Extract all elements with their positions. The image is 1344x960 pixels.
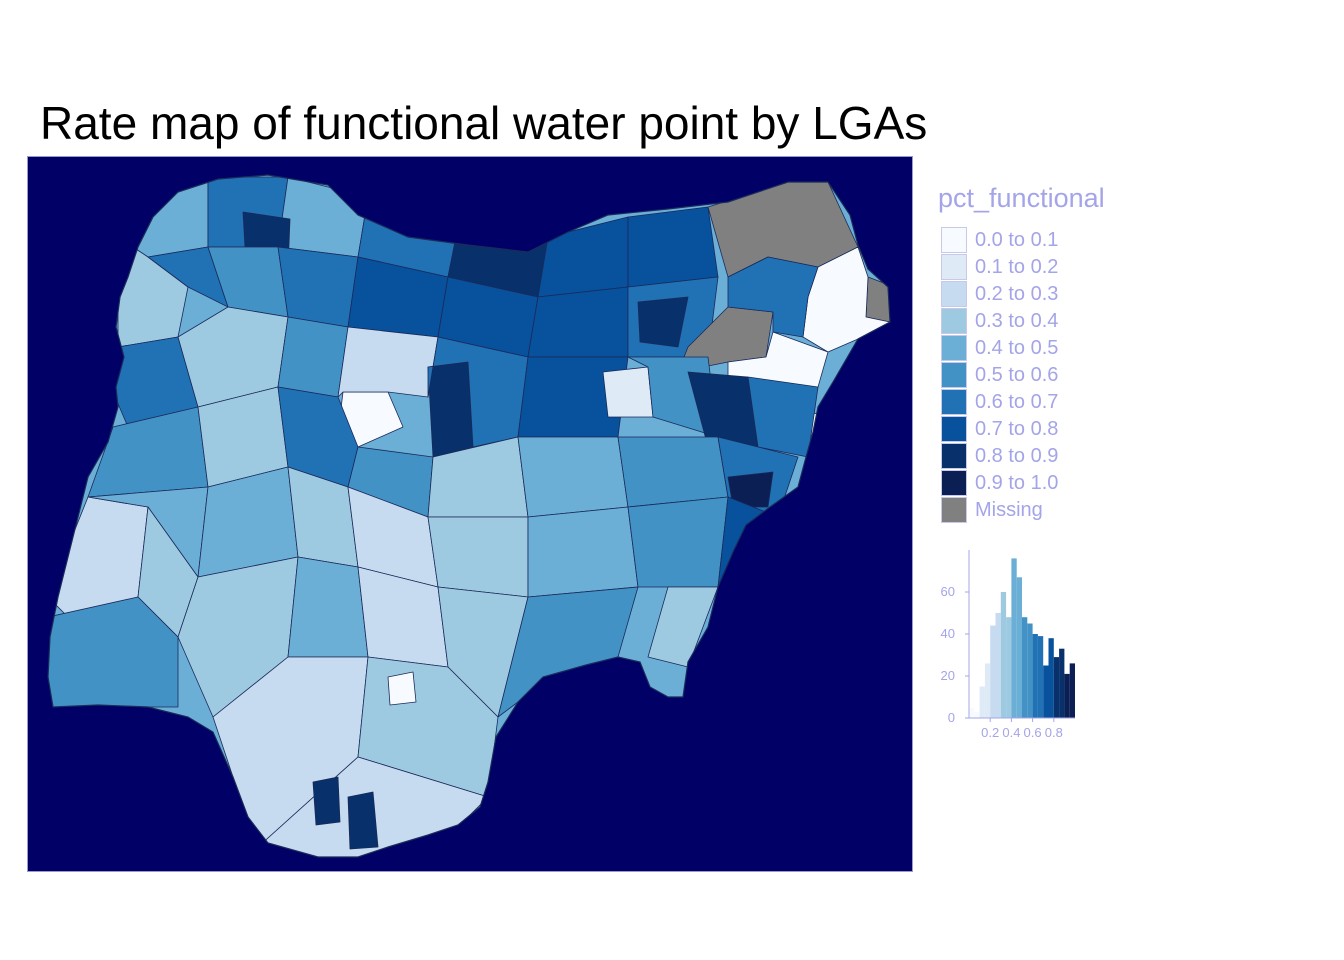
nigeria-map — [47, 174, 891, 858]
lga-region — [537, 216, 629, 298]
map-panel — [27, 156, 913, 872]
histogram-bar — [1059, 648, 1065, 718]
lga-region — [427, 516, 529, 598]
lga-region — [527, 506, 639, 598]
lga-region — [287, 556, 369, 658]
lga-region — [637, 296, 689, 348]
histogram-bar — [995, 613, 1001, 718]
lga-region — [337, 326, 439, 398]
legend-swatch — [941, 308, 967, 334]
lga-region — [312, 776, 341, 826]
legend-item: 0.0 to 0.1 — [941, 227, 1141, 254]
legend-swatch — [941, 443, 967, 469]
legend-swatch — [941, 281, 967, 307]
histogram-bar — [990, 625, 996, 718]
lga-region — [48, 596, 179, 708]
legend-title: pct_functional — [938, 183, 1105, 213]
legend-swatch — [941, 497, 967, 523]
lga-region — [117, 236, 189, 348]
histogram-bar — [1022, 617, 1028, 718]
histogram-x-tick-label: 0.4 — [1002, 725, 1020, 740]
legend-label: 0.7 to 0.8 — [975, 418, 1059, 440]
histogram-x-tick-label: 0.2 — [981, 725, 999, 740]
lga-region — [117, 176, 209, 258]
map-title: Rate map of functional water point by LG… — [40, 97, 928, 149]
histogram-bar — [1000, 592, 1007, 718]
legend-swatch — [941, 227, 967, 253]
lga-region — [527, 286, 629, 358]
lga-region — [627, 496, 729, 588]
legend-label: Missing — [975, 499, 1043, 521]
legend-label: 0.5 to 0.6 — [975, 364, 1059, 386]
histogram-bar — [984, 663, 991, 718]
lga-region — [617, 436, 729, 508]
legend-label: 0.8 to 0.9 — [975, 445, 1059, 467]
histogram-bar — [1016, 577, 1022, 718]
lga-region — [277, 176, 369, 258]
legend-swatch — [941, 416, 967, 442]
histogram-bar — [969, 707, 975, 718]
legend-label: 0.3 to 0.4 — [975, 310, 1059, 332]
histogram-bar — [1053, 657, 1060, 718]
lga-region — [87, 406, 209, 498]
histogram-bar — [1006, 617, 1012, 718]
legend-label: 0.4 to 0.5 — [975, 337, 1059, 359]
lga-region — [427, 361, 474, 458]
lga-region — [602, 366, 654, 418]
legend-item: 0.1 to 0.2 — [941, 254, 1141, 281]
legend-swatch — [941, 389, 967, 415]
histogram-bar — [1048, 638, 1054, 718]
legend-item: 0.3 to 0.4 — [941, 308, 1141, 335]
lga-region — [347, 791, 379, 850]
histogram-bar — [979, 686, 985, 718]
legend-item: 0.2 to 0.3 — [941, 281, 1141, 308]
histogram-x-tick-label: 0.8 — [1045, 725, 1063, 740]
legend-item: Missing — [941, 497, 1141, 524]
histogram-y-tick-label: 20 — [941, 668, 955, 683]
lga-region — [717, 496, 779, 588]
lga-region — [387, 671, 417, 706]
histogram-bar — [974, 711, 980, 718]
histogram-bar — [1032, 634, 1038, 718]
legend-label: 0.9 to 1.0 — [975, 472, 1059, 494]
legend-label: 0.1 to 0.2 — [975, 256, 1059, 278]
legend-item: 0.7 to 0.8 — [941, 416, 1141, 443]
legend-item: 0.5 to 0.6 — [941, 362, 1141, 389]
lga-region — [517, 436, 629, 518]
lga-region — [747, 376, 819, 458]
histogram: 0 20 40 60 0.2 0.4 0.6 0.8 — [941, 550, 1075, 740]
legend-label: 0.2 to 0.3 — [975, 283, 1059, 305]
legend-item: 0.9 to 1.0 — [941, 470, 1141, 497]
histogram-bar — [1027, 623, 1033, 718]
country-outline — [47, 174, 891, 858]
lga-region — [277, 316, 349, 398]
histogram-bar — [1064, 673, 1070, 718]
histogram-y-tick-label: 0 — [948, 710, 955, 725]
legend-swatch — [941, 362, 967, 388]
legend-swatch — [941, 335, 967, 361]
legend-label: 0.0 to 0.1 — [975, 229, 1059, 251]
legend-swatch — [941, 254, 967, 280]
histogram-y-tick-label: 40 — [941, 626, 955, 641]
lga-region — [627, 206, 719, 288]
lga-region — [277, 246, 359, 328]
legend: 0.0 to 0.1 0.1 to 0.2 0.2 to 0.3 0.3 to 0.4… — [941, 227, 1141, 524]
histogram-bar — [1069, 663, 1075, 718]
histogram-bar — [1043, 665, 1049, 718]
legend-item: 0.4 to 0.5 — [941, 335, 1141, 362]
histogram-y-tick-label: 60 — [941, 584, 955, 599]
histogram-bar — [1037, 636, 1044, 718]
histogram-x-tick-label: 0.6 — [1024, 725, 1042, 740]
legend-item: 0.8 to 0.9 — [941, 443, 1141, 470]
legend-item: 0.6 to 0.7 — [941, 389, 1141, 416]
legend-swatch — [941, 470, 967, 496]
legend-label: 0.6 to 0.7 — [975, 391, 1059, 413]
lga-region — [727, 471, 774, 508]
histogram-bar — [1011, 558, 1017, 718]
